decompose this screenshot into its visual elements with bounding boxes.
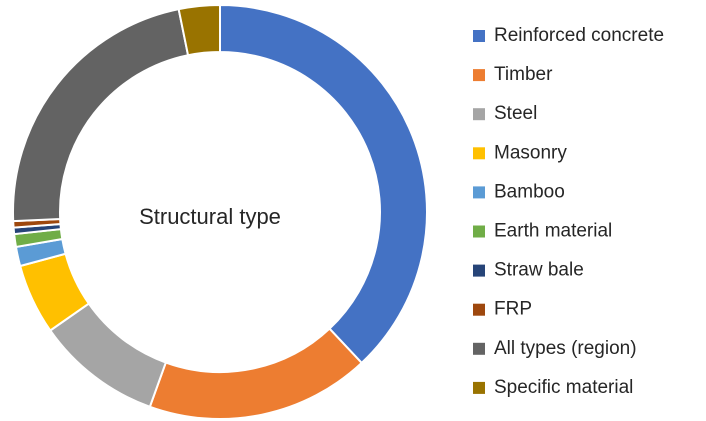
legend-label: Bamboo	[494, 181, 565, 202]
legend-label: Reinforced concrete	[494, 25, 664, 46]
legend-label: Straw bale	[494, 260, 584, 281]
legend-swatch	[473, 69, 485, 82]
legend-swatch	[473, 303, 485, 316]
legend-swatch	[473, 108, 485, 121]
legend-swatch	[473, 186, 485, 199]
legend-swatch	[473, 381, 485, 394]
legend-label: All types (region)	[494, 338, 637, 359]
legend-swatch	[473, 342, 485, 355]
legend-label: Specific material	[494, 377, 633, 398]
legend-swatch	[473, 264, 485, 277]
legend-swatch	[473, 225, 485, 238]
donut-slice	[148, 327, 364, 420]
chart-title: Structural type	[139, 204, 281, 229]
donut-slice	[177, 3, 221, 57]
legend-label: Masonry	[494, 142, 567, 163]
legend-label: FRP	[494, 299, 532, 320]
legend-swatch	[473, 147, 485, 160]
donut-slice	[12, 7, 190, 223]
donut-slice	[219, 3, 428, 365]
legend-label: Timber	[494, 64, 553, 85]
legend-label: Earth material	[494, 221, 612, 242]
legend-label: Steel	[494, 103, 537, 124]
legend-swatch	[473, 30, 485, 42]
